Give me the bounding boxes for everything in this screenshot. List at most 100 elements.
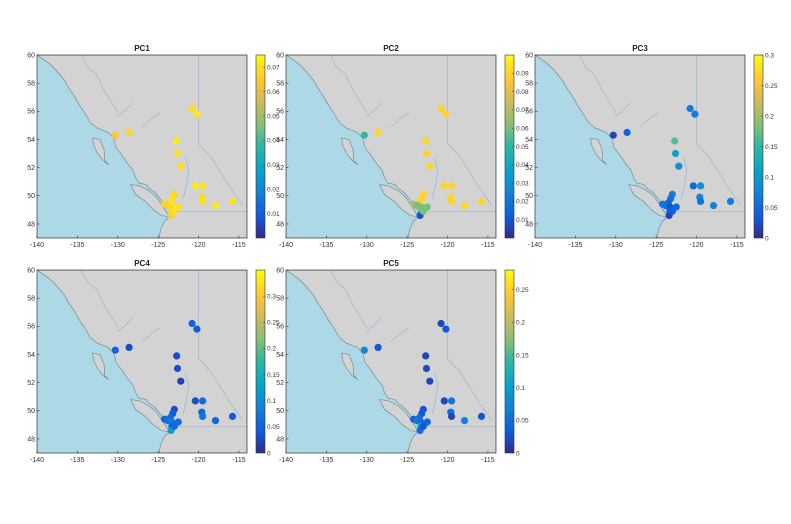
data-point (360, 131, 368, 139)
y-tick-label: 52 (525, 165, 533, 172)
data-point (211, 417, 220, 425)
data-point (199, 412, 207, 420)
colorbar-tick-label: 0.01 (516, 217, 529, 224)
y-tick-label: 48 (525, 221, 533, 228)
x-tick-label: -115 (232, 242, 246, 249)
data-point (691, 110, 699, 118)
y-tick-label: 54 (27, 352, 35, 359)
y-tick-label: 56 (27, 324, 35, 331)
x-tick-label: -125 (400, 242, 414, 249)
data-point (448, 412, 456, 420)
data-point (726, 197, 735, 205)
data-point (228, 197, 237, 205)
x-tick-label: -115 (481, 457, 495, 464)
x-tick-label: -140 (528, 242, 542, 249)
axes-frame (36, 54, 248, 239)
colorbar-tick-label: 0.08 (516, 89, 529, 96)
x-tick-label: -140 (30, 457, 44, 464)
x-tick-label: -130 (609, 242, 623, 249)
x-tick-label: -125 (151, 242, 165, 249)
colorbar-tick-label: 0.06 (267, 89, 280, 96)
river-line-2 (431, 372, 439, 414)
y-tick-label: 54 (276, 137, 284, 144)
axes-frame (285, 269, 497, 454)
map-layer (37, 55, 247, 238)
land-mass (286, 55, 496, 238)
x-tick-label: -120 (441, 457, 455, 464)
colorbar-tick-label: 0.2 (267, 346, 276, 353)
data-point (609, 131, 617, 139)
border-line-0 (330, 55, 368, 113)
axes-frame (285, 54, 497, 239)
y-tick-label: 56 (525, 109, 533, 116)
map-layer (535, 55, 745, 238)
y-tick-label: 58 (27, 296, 35, 303)
y-tick-label: 58 (525, 81, 533, 88)
data-point (177, 377, 185, 385)
x-tick-label: -135 (70, 457, 84, 464)
river-line-0 (116, 102, 133, 118)
x-tick-label: -135 (319, 242, 333, 249)
y-tick-label: 58 (276, 296, 284, 303)
data-point (360, 346, 368, 354)
data-point (442, 110, 450, 118)
island-0 (92, 137, 110, 166)
data-point (437, 104, 445, 113)
data-point (111, 131, 119, 139)
island-0 (341, 352, 359, 381)
y-tick-label: 60 (276, 52, 284, 59)
colorbar (504, 269, 515, 454)
x-tick-label: -135 (568, 242, 582, 249)
x-tick-label: -120 (690, 242, 704, 249)
river-line-2 (182, 372, 190, 414)
colorbar-tick-label: 0.2 (765, 113, 774, 120)
y-tick-label: 60 (525, 52, 533, 59)
y-tick-label: 60 (27, 52, 35, 59)
data-point (477, 197, 486, 205)
colorbar-tick-label: 0.01 (267, 211, 280, 218)
river-line-2 (680, 157, 688, 199)
x-tick-label: -115 (232, 457, 246, 464)
y-tick-label: 56 (276, 109, 284, 116)
river-line-0 (614, 102, 631, 118)
colorbar-tick-label: 0 (267, 450, 271, 457)
colorbar-tick-label: 0.05 (516, 144, 529, 151)
land-mass (37, 55, 247, 238)
data-point (374, 343, 382, 351)
panel-title: PC5 (383, 259, 399, 268)
y-tick-label: 54 (27, 137, 35, 144)
colorbar-tick-label: 0.03 (267, 162, 280, 169)
y-tick-label: 50 (27, 193, 35, 200)
x-tick-label: -130 (111, 457, 125, 464)
data-point (374, 128, 382, 136)
colorbar-tick-label: 0.07 (267, 65, 280, 72)
map-panel-pc1: -140 -135 -130 -125 -120 -115 48 50 52 54 56 58 60 PC… (27, 44, 280, 249)
border-line-2 (198, 55, 244, 206)
x-tick-label: -125 (151, 457, 165, 464)
colorbar-tick-label: 0.25 (765, 83, 778, 90)
data-point (422, 364, 431, 373)
colorbar-tick-label: 0.07 (516, 107, 529, 114)
colorbar-tick-label: 0.3 (765, 52, 774, 59)
data-point (111, 346, 119, 354)
colorbar-tick-label: 0.25 (516, 287, 529, 294)
colorbar-tick-label: 0.05 (765, 205, 778, 212)
panel-title: PC2 (383, 44, 399, 53)
river-line-0 (365, 102, 382, 118)
data-point (193, 325, 201, 333)
river-line-0 (116, 317, 133, 333)
data-point (419, 422, 427, 430)
data-point (437, 319, 445, 328)
border-line-2 (447, 55, 493, 206)
y-tick-label: 50 (276, 408, 284, 415)
colorbar-tick-label: 0.02 (516, 199, 529, 206)
colorbar-tick-label: 0.05 (516, 418, 529, 425)
y-tick-label: 48 (276, 221, 284, 228)
x-tick-label: -130 (360, 242, 374, 249)
data-point (442, 325, 450, 333)
x-tick-label: -140 (279, 457, 293, 464)
island-0 (590, 137, 608, 166)
island-0 (92, 352, 110, 381)
y-tick-label: 54 (525, 137, 533, 144)
x-tick-label: -120 (441, 242, 455, 249)
